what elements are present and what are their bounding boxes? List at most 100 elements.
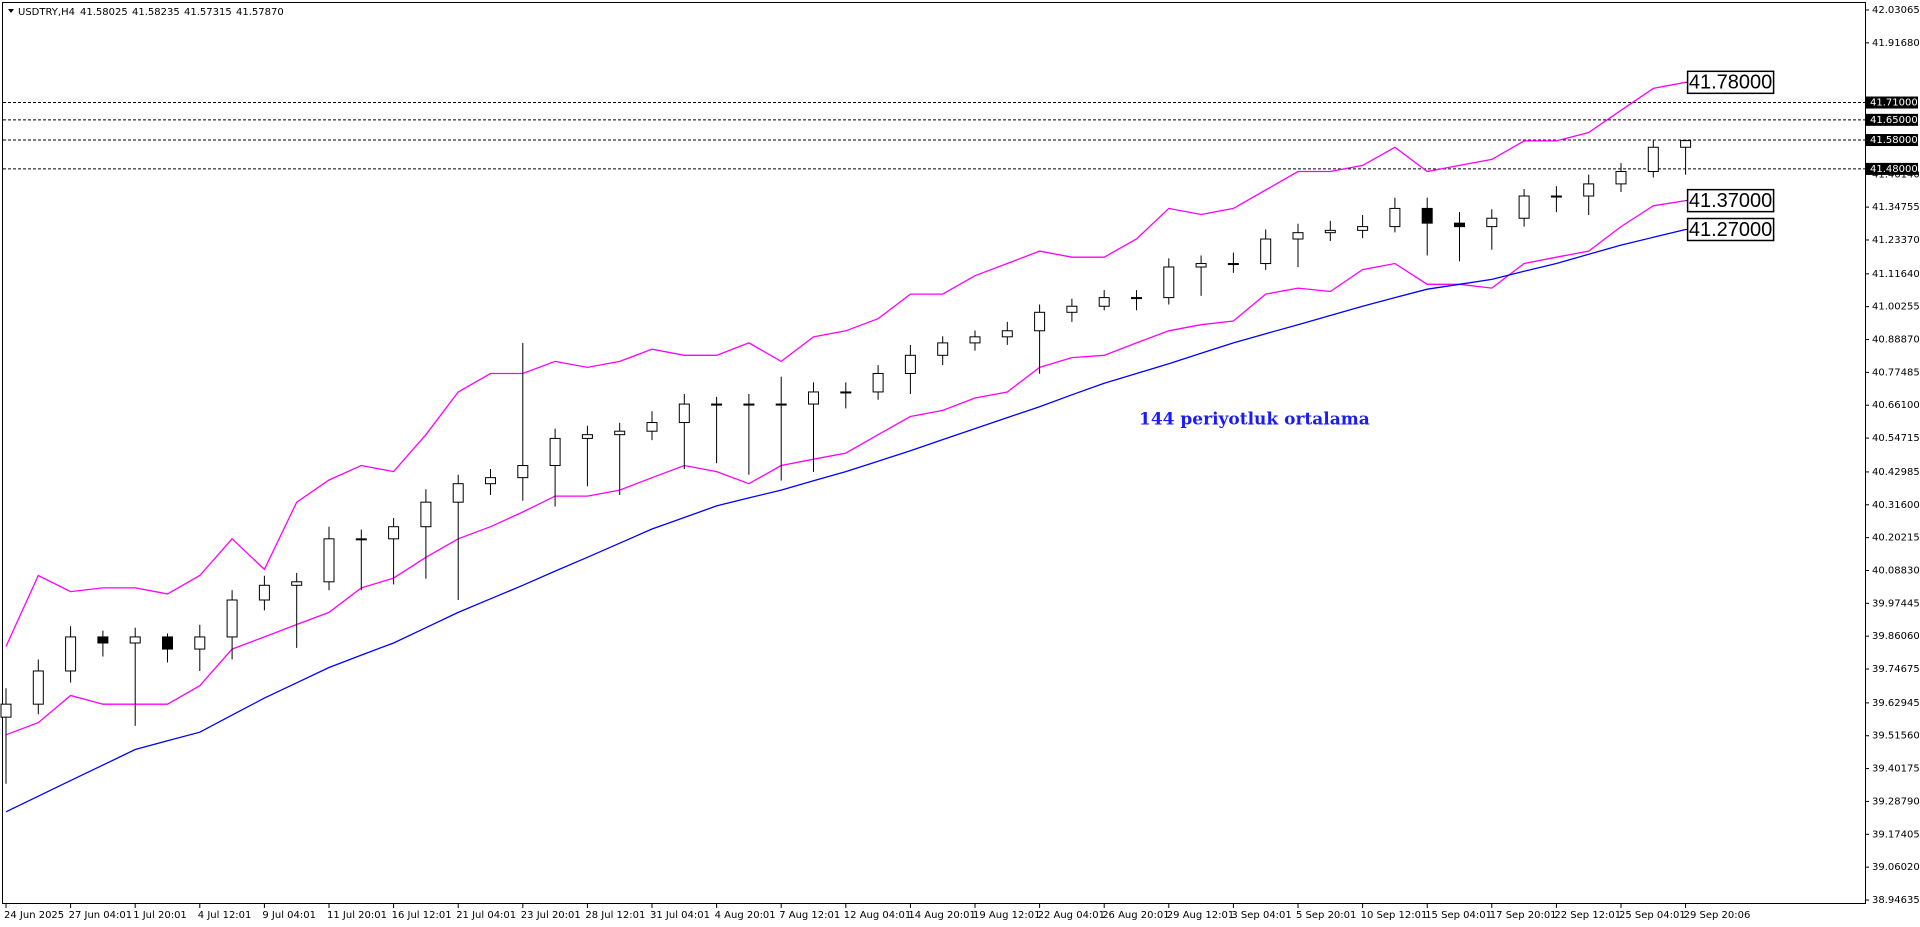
y-tick-label: 42.03065 bbox=[1872, 5, 1920, 16]
candle-body bbox=[549, 437, 561, 467]
y-tick-label: 39.51560 bbox=[1872, 731, 1920, 742]
symbol-title: USDTRY,H4 bbox=[18, 7, 75, 18]
candle-body bbox=[1389, 207, 1401, 228]
level-label-box bbox=[1866, 162, 1918, 175]
x-tick-label: 15 Sep 04:01 bbox=[1425, 910, 1492, 921]
candle-body bbox=[420, 501, 432, 528]
indicator-line bbox=[5, 81, 1686, 647]
candle-body bbox=[1680, 140, 1692, 148]
end-label: 41.37000 bbox=[1689, 190, 1772, 212]
y-tick-label: 39.74675 bbox=[1872, 664, 1920, 675]
candle-body bbox=[1647, 146, 1659, 172]
candle-body bbox=[1131, 297, 1142, 300]
candle-body bbox=[1421, 207, 1433, 224]
ohlc-value: 41.58235 bbox=[132, 7, 180, 18]
y-tick-label: 39.86060 bbox=[1872, 631, 1920, 642]
candle-body bbox=[1227, 263, 1239, 266]
y-tick-label: 41.23370 bbox=[1872, 235, 1920, 246]
candle-body bbox=[355, 538, 367, 541]
candle-body bbox=[65, 636, 77, 672]
y-tick-label: 39.28790 bbox=[1872, 796, 1920, 807]
candle-body bbox=[32, 670, 44, 705]
candle-body bbox=[840, 391, 852, 394]
candle-body bbox=[1324, 229, 1336, 234]
indicator-line bbox=[5, 199, 1686, 736]
x-tick-label: 26 Aug 20:01 bbox=[1102, 910, 1169, 921]
candle-body bbox=[1615, 170, 1627, 185]
candle-body bbox=[97, 636, 109, 644]
candle-body bbox=[323, 538, 335, 583]
x-tick-label: 16 Jul 12:01 bbox=[392, 910, 452, 921]
candle-body bbox=[678, 403, 690, 424]
x-tick-label: 28 Jul 12:01 bbox=[585, 910, 645, 921]
x-tick-label: 4 Aug 20:01 bbox=[715, 910, 776, 921]
candle-body bbox=[1454, 222, 1465, 228]
candle-body bbox=[743, 403, 755, 406]
candle-body bbox=[904, 354, 916, 374]
ohlc-value: 41.57870 bbox=[236, 7, 284, 18]
y-tick-label: 39.17405 bbox=[1872, 829, 1920, 840]
ohlc-value: 41.57315 bbox=[184, 7, 232, 18]
y-tick-label: 41.34755 bbox=[1872, 202, 1920, 213]
candle-body bbox=[775, 403, 787, 406]
y-tick-label: 41.00255 bbox=[1872, 302, 1920, 313]
candle-body bbox=[258, 584, 270, 601]
candle-body bbox=[581, 434, 593, 439]
candle-body bbox=[129, 636, 141, 644]
x-tick-label: 4 Jul 12:01 bbox=[198, 910, 252, 921]
y-tick-label: 38.94635 bbox=[1872, 895, 1920, 906]
candle-body bbox=[226, 599, 238, 638]
x-tick-label: 27 Jun 04:01 bbox=[69, 910, 133, 921]
end-label: 41.78000 bbox=[1689, 72, 1772, 94]
x-tick-label: 9 Jul 04:01 bbox=[262, 910, 316, 921]
ohlc-value: 41.58025 bbox=[80, 7, 128, 18]
x-tick-label: 23 Jul 20:01 bbox=[521, 910, 581, 921]
candle-body bbox=[937, 342, 949, 356]
x-tick-label: 22 Sep 12:01 bbox=[1554, 910, 1621, 921]
y-tick-label: 39.62945 bbox=[1872, 698, 1920, 709]
y-tick-label: 40.77485 bbox=[1872, 367, 1920, 378]
candle-body bbox=[646, 422, 658, 432]
end-label-box bbox=[1686, 70, 1775, 95]
candle-body bbox=[1292, 232, 1304, 240]
x-tick-label: 1 Jul 20:01 bbox=[133, 910, 187, 921]
x-tick-label: 29 Aug 12:01 bbox=[1167, 910, 1234, 921]
y-tick-label: 40.66100 bbox=[1872, 400, 1920, 411]
x-tick-label: 14 Aug 20:01 bbox=[908, 910, 975, 921]
candle-body bbox=[0, 703, 12, 718]
x-tick-label: 5 Sep 20:01 bbox=[1296, 910, 1356, 921]
candle-body bbox=[291, 581, 303, 586]
y-tick-label: 39.40175 bbox=[1872, 764, 1920, 775]
menu-triangle[interactable] bbox=[8, 9, 14, 13]
y-tick-label: 40.08830 bbox=[1872, 565, 1920, 576]
candle-body bbox=[1066, 305, 1078, 313]
candle-body bbox=[1195, 263, 1207, 268]
x-tick-label: 21 Jul 04:01 bbox=[456, 910, 516, 921]
candle-body bbox=[452, 483, 464, 503]
level-label-box bbox=[1866, 134, 1918, 147]
x-tick-label: 12 Aug 04:01 bbox=[844, 910, 911, 921]
candle-body bbox=[194, 636, 206, 650]
end-label: 41.27000 bbox=[1689, 219, 1772, 241]
x-tick-label: 3 Sep 04:01 bbox=[1231, 910, 1291, 921]
candle-body bbox=[1518, 195, 1530, 219]
x-tick-label: 31 Jul 04:01 bbox=[650, 910, 710, 921]
candle-body bbox=[1001, 330, 1013, 338]
x-tick-label: 19 Aug 12:01 bbox=[973, 910, 1040, 921]
candle-body bbox=[162, 636, 173, 650]
candle-body bbox=[1098, 297, 1110, 307]
candle-body bbox=[485, 477, 496, 485]
candle-body bbox=[517, 465, 529, 479]
chart-annotation: 144 periyotluk ortalama bbox=[1139, 410, 1370, 430]
y-tick-label: 40.42985 bbox=[1872, 467, 1920, 478]
level-label: 41.48000 bbox=[1870, 164, 1918, 175]
candle-body bbox=[872, 372, 884, 393]
candle-body bbox=[1163, 266, 1175, 299]
x-tick-label: 29 Sep 20:06 bbox=[1684, 910, 1751, 921]
candle-body bbox=[614, 430, 626, 436]
candle-body bbox=[1486, 217, 1498, 228]
ohlc-header: 41.58025 41.58235 41.57315 41.57870 bbox=[80, 7, 284, 18]
level-label-box bbox=[1866, 113, 1918, 126]
indicator-line bbox=[5, 228, 1686, 813]
